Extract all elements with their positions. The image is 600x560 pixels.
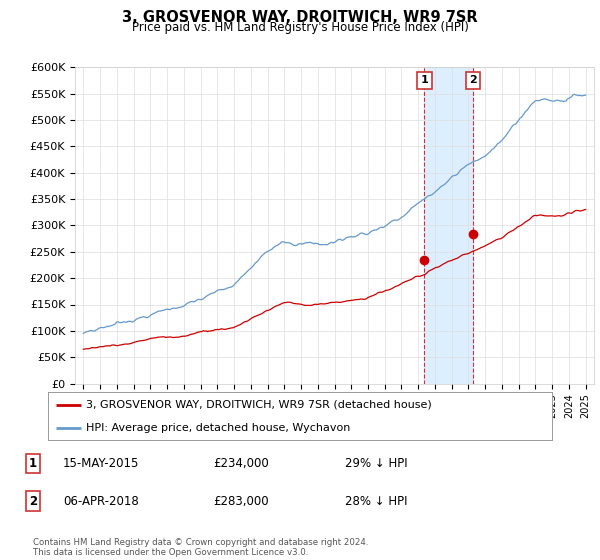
Text: £283,000: £283,000 (213, 494, 269, 508)
Text: 3, GROSVENOR WAY, DROITWICH, WR9 7SR (detached house): 3, GROSVENOR WAY, DROITWICH, WR9 7SR (de… (86, 400, 431, 410)
Text: 1: 1 (29, 457, 37, 470)
Text: 2: 2 (29, 494, 37, 508)
Text: HPI: Average price, detached house, Wychavon: HPI: Average price, detached house, Wych… (86, 423, 350, 433)
Text: Contains HM Land Registry data © Crown copyright and database right 2024.
This d: Contains HM Land Registry data © Crown c… (33, 538, 368, 557)
Text: 06-APR-2018: 06-APR-2018 (63, 494, 139, 508)
Text: 29% ↓ HPI: 29% ↓ HPI (345, 457, 407, 470)
Text: 2: 2 (469, 76, 477, 85)
Text: 15-MAY-2015: 15-MAY-2015 (63, 457, 139, 470)
Text: 3, GROSVENOR WAY, DROITWICH, WR9 7SR: 3, GROSVENOR WAY, DROITWICH, WR9 7SR (122, 10, 478, 25)
Text: 28% ↓ HPI: 28% ↓ HPI (345, 494, 407, 508)
Text: 1: 1 (421, 76, 428, 85)
Bar (424, 67, 473, 384)
Text: £234,000: £234,000 (213, 457, 269, 470)
Text: Price paid vs. HM Land Registry's House Price Index (HPI): Price paid vs. HM Land Registry's House … (131, 21, 469, 34)
